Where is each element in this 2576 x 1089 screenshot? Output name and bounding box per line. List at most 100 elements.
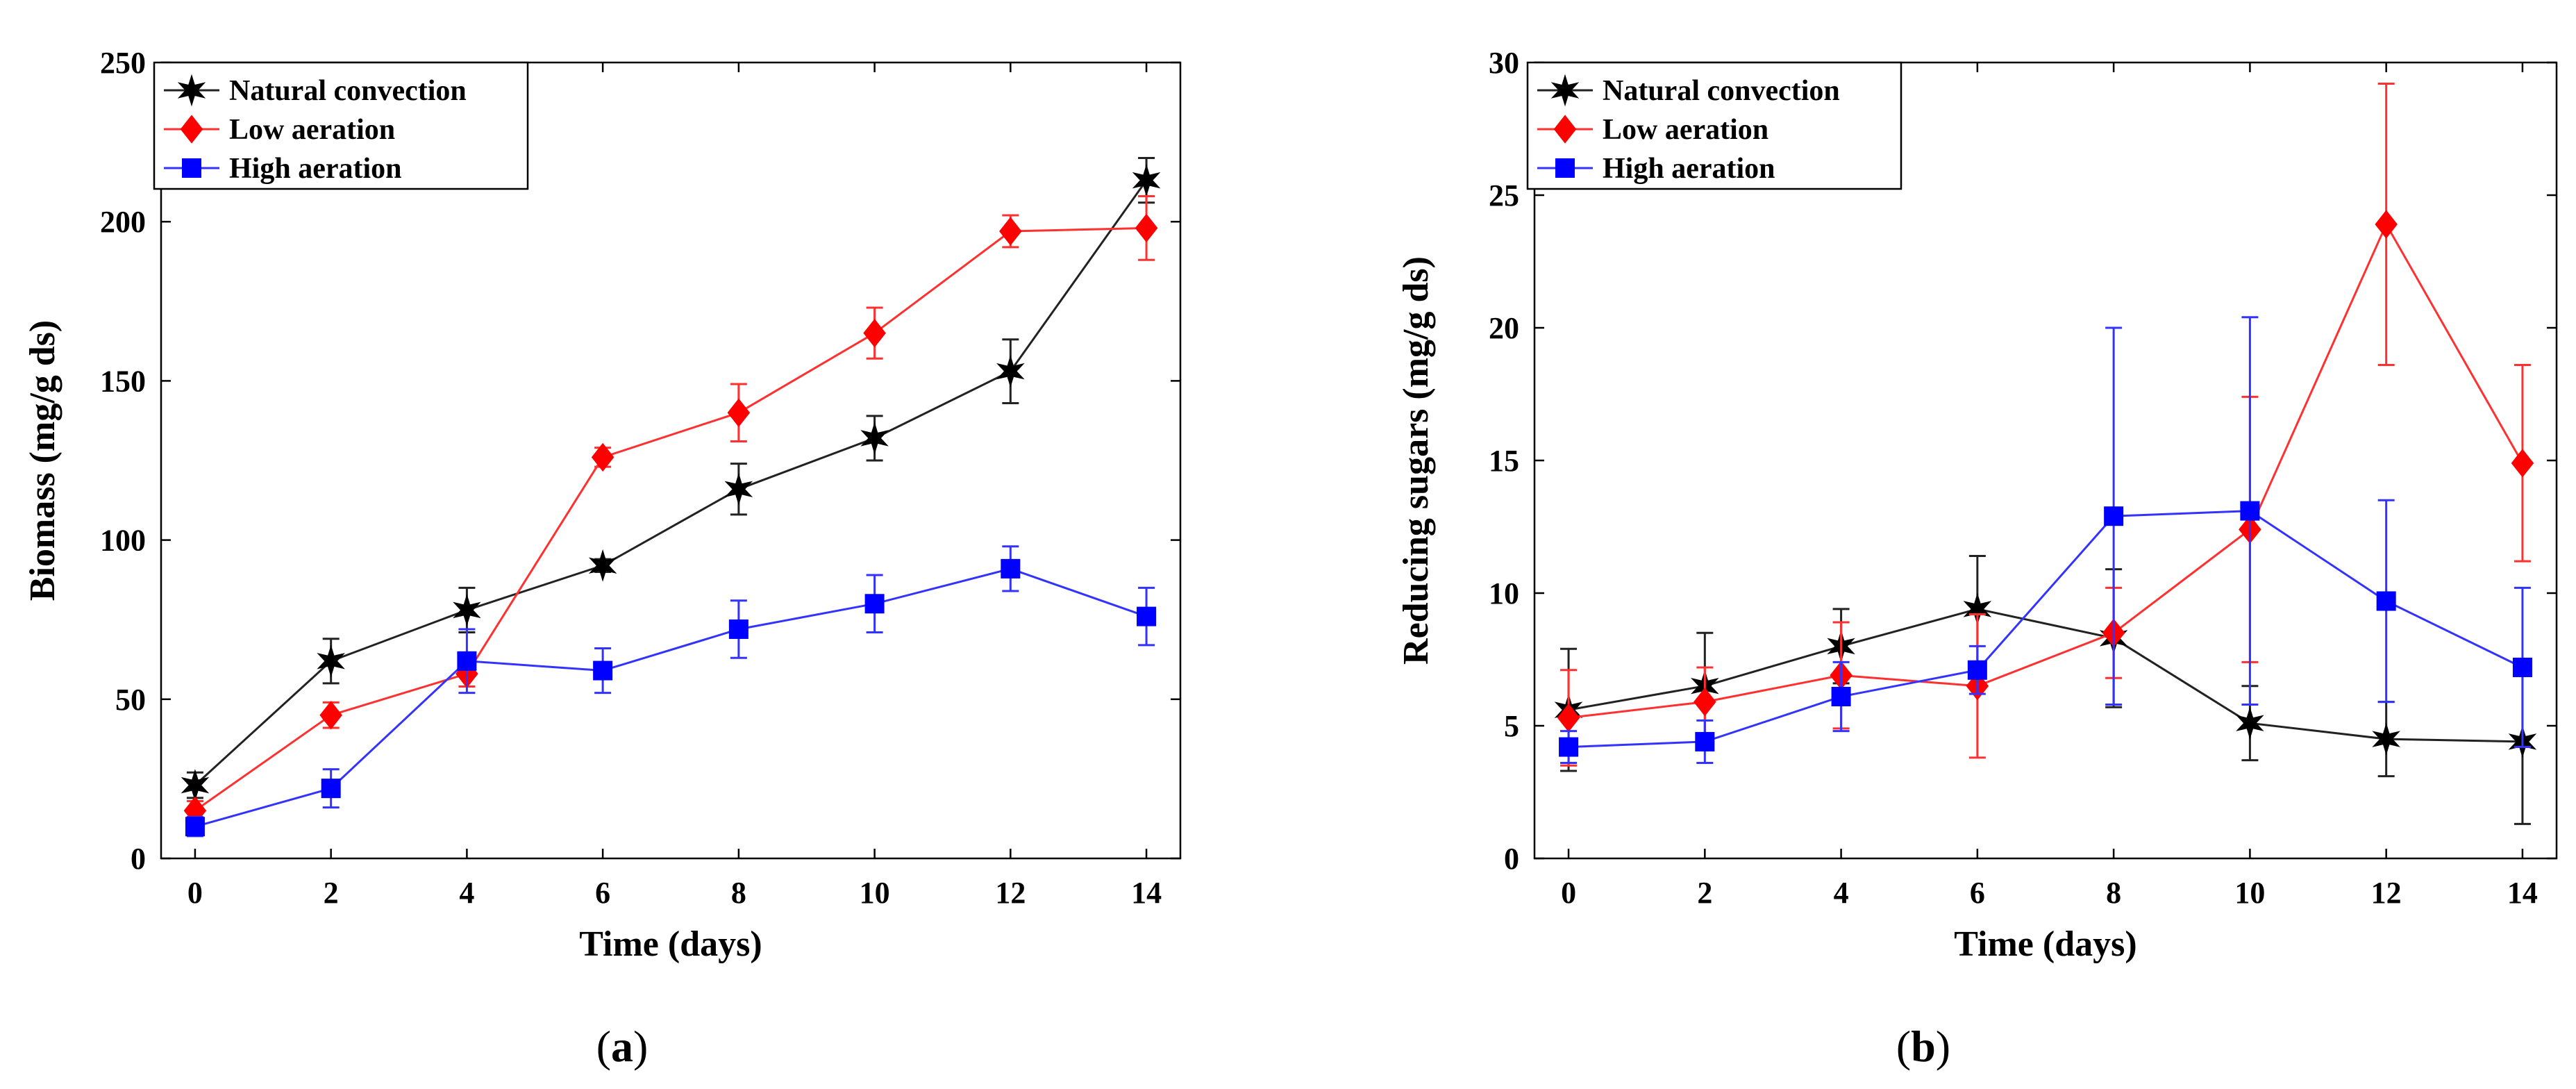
chart-a-series-natural [181,157,1161,802]
chart-b-x-tick-label: 0 [1561,876,1576,910]
chart-a-data-point-natural [317,645,345,678]
chart-a-legend-label-natural: Natural convection [229,75,467,107]
panel-label-b-close: ) [1936,1022,1950,1071]
chart-a-data-point-high [321,779,341,799]
chart-a-x-tick-label: 14 [1131,876,1162,910]
panel-b-reducing-sugars-chart: 0 2 4 6 8 10 12 14 0 5 10 15 20 25 30 Time (days) Reduci… [1396,46,2558,964]
chart-b-legend-label-high: High aeration [1603,153,1775,185]
chart-a-series-line-high [194,567,1147,828]
chart-a-data-point-low [727,398,751,427]
chart-b-x-tick-label: 14 [2507,876,2538,910]
chart-a-data-point-natural [1132,164,1161,197]
chart-a-data-point-low [999,217,1022,246]
chart-a-y-tick-label: 0 [131,842,146,876]
chart-a-series-high [185,545,1157,838]
chart-b-data-point-high [1695,731,1715,751]
chart-b-y-tick-label: 25 [1489,178,1519,213]
chart-b-series-high [1559,316,2532,764]
chart-a-data-point-natural [860,422,889,455]
chart-a-legend-marker-high [182,158,201,178]
panel-label-a-close: ) [633,1022,648,1071]
panel-label-a-letter: a [611,1022,633,1071]
chart-b-legend-marker-low [1553,115,1577,144]
chart-b-legend-item-natural: Natural convection [1537,74,1840,107]
chart-b-y-tick-label: 0 [1504,842,1519,876]
chart-a-data-point-high [593,660,613,681]
chart-a-data-point-high [457,651,477,671]
chart-b-data-point-natural [2372,722,2400,756]
chart-b-data-point-high [1967,660,1987,680]
chart-b-data-point-low [2511,449,2534,478]
chart-b-data-point-high [1559,737,1579,757]
chart-b-legend-label-natural: Natural convection [1603,75,1840,107]
chart-a-y-tick-label: 50 [115,683,146,717]
chart-a-data-point-high [1137,606,1157,626]
chart-b-y-tick-label: 30 [1489,46,1519,80]
chart-a-legend-marker-natural [177,74,206,107]
panel-label-b-open: ( [1896,1022,1911,1071]
chart-b-data-point-natural [2236,706,2264,740]
chart-b-y-tick-label: 20 [1489,311,1519,345]
chart-b-y-tick-label: 5 [1504,709,1519,743]
chart-a-data-point-low [863,319,886,348]
chart-a-data-point-natural [996,355,1025,388]
chart-a-data-point-low [1135,213,1158,242]
chart-b-x-tick-label: 4 [1834,876,1849,910]
chart-b-data-point-high [2240,501,2260,521]
chart-a-y-tick-label: 150 [100,364,146,398]
chart-b-data-point-high [2376,591,2396,611]
chart-b-data-point-low [1693,688,1716,717]
chart-b-series-line-high [1569,510,2523,749]
chart-b-legend-item-high: High aeration [1537,153,1775,185]
chart-b-series-line-natural [1568,608,2523,743]
chart-a-data-point-high [728,619,748,639]
chart-a-x-tick-label: 8 [731,876,746,910]
chart-a-legend-item-natural: Natural convection [164,74,467,107]
chart-a-data-point-high [185,817,205,837]
chart-b-data-point-low [2375,210,2398,239]
panel-label-b: (b) [1896,1022,1950,1071]
chart-a-legend-label-low: Low aeration [229,114,395,146]
chart-b-legend: Natural convection Low aeration High aerat… [1526,61,1902,190]
chart-a-legend: Natural convection Low aeration High aerat… [153,61,529,190]
chart-b-x-tick-label: 6 [1970,876,1985,910]
panel-a-biomass-chart: 0 2 4 6 8 10 12 14 0 50 100 150 200 250 Time (days) Bio… [23,46,1182,964]
chart-a-series-line-natural [194,179,1148,786]
chart-a-x-tick-label: 0 [187,876,203,910]
chart-b-x-tick-label: 10 [2234,876,2265,910]
chart-a-data-point-natural [724,472,753,506]
chart-b-y-tick-label: 15 [1489,444,1519,478]
chart-a-data-point-high [864,594,885,614]
chart-a-x-tick-label: 10 [860,876,890,910]
chart-a-data-point-low [591,442,614,472]
chart-a-legend-item-low: Low aeration [164,114,395,146]
chart-a-series-low [183,195,1158,825]
chart-a-x-axis-title: Time (days) [579,924,762,964]
chart-a-legend-marker-low [180,115,203,144]
chart-b-legend-label-low: Low aeration [1603,114,1768,146]
chart-b-legend-item-low: Low aeration [1537,114,1768,146]
chart-a-data-point-natural [588,549,617,582]
chart-b-y-axis-title: Reducing sugars (mg/g ds) [1396,256,1436,665]
chart-a-x-tick-label: 6 [595,876,610,910]
chart-a-legend-label-high: High aeration [229,153,402,185]
chart-a-x-tick-label: 2 [324,876,339,910]
chart-a-data-point-high [1001,558,1021,579]
chart-a-x-tick-label: 4 [459,876,474,910]
panel-label-b-letter: b [1911,1022,1936,1071]
chart-b-x-axis-title: Time (days) [1954,924,2136,964]
chart-a-y-tick-label: 100 [100,524,146,558]
panel-label-a-open: ( [596,1022,611,1071]
chart-a-y-tick-label: 200 [100,205,146,239]
chart-b-x-tick-label: 8 [2106,876,2121,910]
chart-b-x-tick-label: 12 [2371,876,2402,910]
chart-b-x-tick-label: 2 [1697,876,1712,910]
chart-a-legend-item-high: High aeration [164,153,402,185]
chart-a-y-axis-title: Biomass (mg/g ds) [23,320,62,601]
chart-b-data-point-high [1831,686,1851,706]
chart-b-series-line-low [1568,222,2524,719]
chart-a-data-point-natural [453,593,481,626]
chart-a-data-point-low [319,701,342,730]
chart-b-data-point-high [2512,657,2532,677]
